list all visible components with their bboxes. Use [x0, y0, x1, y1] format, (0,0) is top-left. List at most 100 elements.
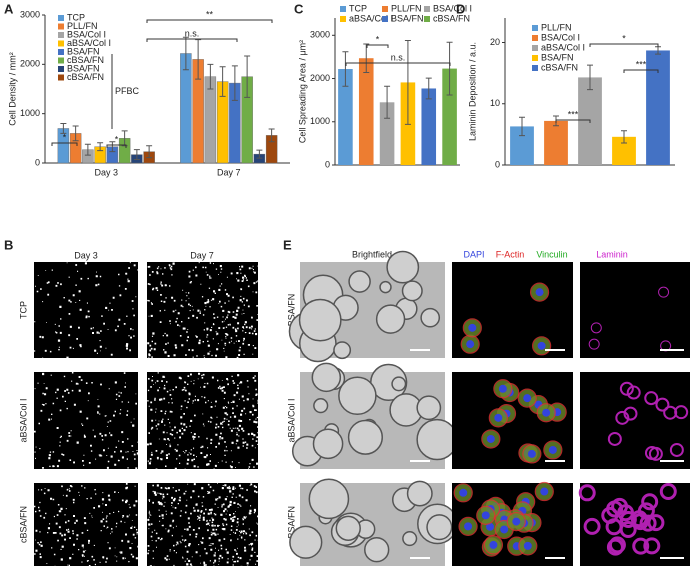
laminin-stain [588, 338, 600, 350]
laminin-stain [615, 410, 630, 425]
bead [426, 514, 453, 541]
significance-bracket [345, 62, 451, 66]
y-tick-label: 3000 [310, 30, 330, 40]
column-header: Brightfield [352, 249, 392, 259]
significance-bracket [555, 119, 591, 123]
legend-label: cBSA/FN [67, 55, 104, 65]
bead [402, 530, 418, 547]
bar [442, 68, 457, 165]
micrograph [34, 483, 138, 566]
y-axis-label: Cell Density / mm² [7, 52, 17, 126]
error-bar [363, 43, 370, 73]
significance-bracket [366, 44, 389, 48]
laminin-stain [623, 406, 638, 421]
nucleus [464, 522, 473, 531]
micrograph [34, 262, 138, 358]
bead [364, 537, 390, 563]
legend-swatch [382, 6, 388, 12]
laminin-stain [626, 385, 641, 400]
row-label: TCP [18, 301, 28, 319]
error-bar [109, 141, 116, 153]
bead [333, 341, 352, 360]
nucleus [527, 449, 536, 458]
laminin-stain [632, 537, 650, 555]
bead [406, 480, 433, 507]
bead [416, 395, 442, 421]
error-bar [404, 39, 411, 125]
stain-label: F-Actin [496, 249, 525, 259]
laminin-stain [583, 517, 601, 535]
bead [375, 304, 406, 334]
legend-swatch [58, 23, 64, 30]
error-bar [425, 77, 432, 100]
bead [416, 418, 458, 461]
error-bar [182, 36, 189, 71]
bar [421, 88, 437, 165]
panel-label: A [4, 1, 14, 16]
nucleus [486, 522, 495, 531]
y-axis-label: Cell Spreading Area / μm² [297, 40, 307, 143]
error-bar [268, 128, 275, 143]
error-bar [97, 142, 104, 152]
nucleus [523, 541, 532, 550]
legend-label: aBSA/Col I [349, 13, 393, 23]
laminin-stain [659, 483, 677, 501]
legend-label: aBSA/Col I [67, 38, 111, 48]
laminin-stain [631, 513, 649, 531]
bead [386, 250, 420, 284]
micrograph [34, 372, 138, 469]
micrograph [147, 262, 258, 358]
legend-label: BSA/FN [67, 63, 100, 73]
bar [612, 136, 636, 165]
nucleus [500, 525, 509, 534]
significance-bracket [106, 144, 127, 148]
legend-swatch [58, 15, 64, 21]
significance-label: * [622, 33, 626, 43]
nucleus [466, 340, 475, 349]
bar [510, 126, 534, 165]
nucleus [468, 323, 477, 332]
legend-label: TCP [67, 12, 85, 22]
bar [204, 76, 217, 164]
error-bar [256, 149, 263, 159]
error-bar [207, 63, 214, 90]
legend-swatch [532, 35, 538, 41]
error-bar [446, 41, 453, 96]
error-bar [342, 51, 349, 87]
laminin-stain [578, 484, 596, 502]
row-label: cBSA/FN [18, 506, 28, 543]
laminin-stain [590, 322, 602, 334]
laminin-stain [601, 506, 619, 524]
panel-label: D [456, 1, 465, 16]
error-bar [72, 125, 79, 142]
x-tick-label: Day 3 [94, 167, 118, 177]
error-bar [231, 65, 238, 101]
nucleus [548, 445, 557, 454]
legend-swatch [340, 16, 346, 22]
legend-note: PFBC [115, 86, 140, 96]
bead [312, 428, 344, 460]
cell-dots [147, 262, 259, 359]
nucleus [542, 408, 551, 417]
error-bar [587, 64, 593, 91]
row-label: cBSA/FN [286, 506, 296, 543]
y-tick-label: 0 [35, 157, 40, 167]
y-tick-label: 3000 [20, 9, 40, 19]
error-bar [519, 116, 525, 137]
bar [358, 58, 374, 165]
error-bar [84, 143, 91, 156]
bead [308, 478, 350, 520]
error-bar [195, 39, 202, 80]
nucleus [535, 288, 544, 297]
laminin-stain [647, 514, 665, 532]
row-label: aBSA/Col I [286, 398, 296, 442]
laminin-stain [639, 514, 657, 532]
legend-label: BSA/Col I [433, 3, 472, 13]
bead [420, 307, 441, 328]
legend-swatch [58, 32, 64, 38]
nucleus [489, 540, 498, 549]
laminin-image [580, 262, 690, 358]
legend-label: BSA/FN [541, 52, 574, 62]
bar [379, 102, 395, 165]
bead [298, 298, 342, 342]
